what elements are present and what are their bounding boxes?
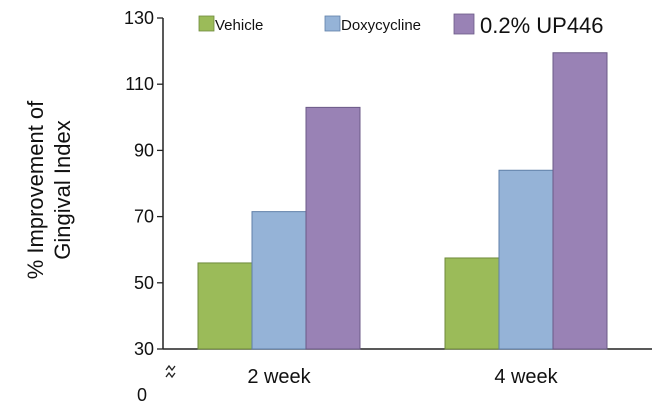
y-tick-label: 50 [134,273,154,293]
legend-label-doxycycline: Doxycycline [341,17,421,34]
y-ticks: 30 50 70 90 110 130 [124,8,163,359]
x-categories: 2 week 4 week [247,366,558,388]
y-tick-label: 90 [134,140,154,160]
legend-swatch-up446 [453,13,475,35]
bar [251,211,307,350]
y-axis-title-line-2: Gingival Index [50,120,75,259]
bars [197,52,608,350]
y-tick-label: 70 [134,207,154,227]
y-tick-zero: 0 [137,385,147,405]
legend-swatch-vehicle [198,15,215,32]
bar [197,262,253,350]
y-tick-label: 110 [125,74,154,94]
bar [444,257,500,350]
y-axis-title-line-1: % Improvement of [23,100,48,279]
legend-label-vehicle: Vehicle [215,17,263,34]
legend-label-up446: 0.2% UP446 [480,13,604,38]
y-axis-title: % Improvement of Gingival Index [23,100,75,279]
bar [552,52,608,350]
axis-break-mark: 0 [137,364,176,405]
y-tick-label: 130 [124,8,154,28]
y-tick-label: 30 [134,339,154,359]
legend-swatch-doxycycline [324,15,341,32]
bar [305,106,361,350]
x-category-label: 2 week [247,366,311,388]
bar [498,169,554,350]
legend: Vehicle Doxycycline 0.2% UP446 [198,13,604,38]
break-icon [165,364,176,379]
x-category-label: 4 week [494,366,558,388]
